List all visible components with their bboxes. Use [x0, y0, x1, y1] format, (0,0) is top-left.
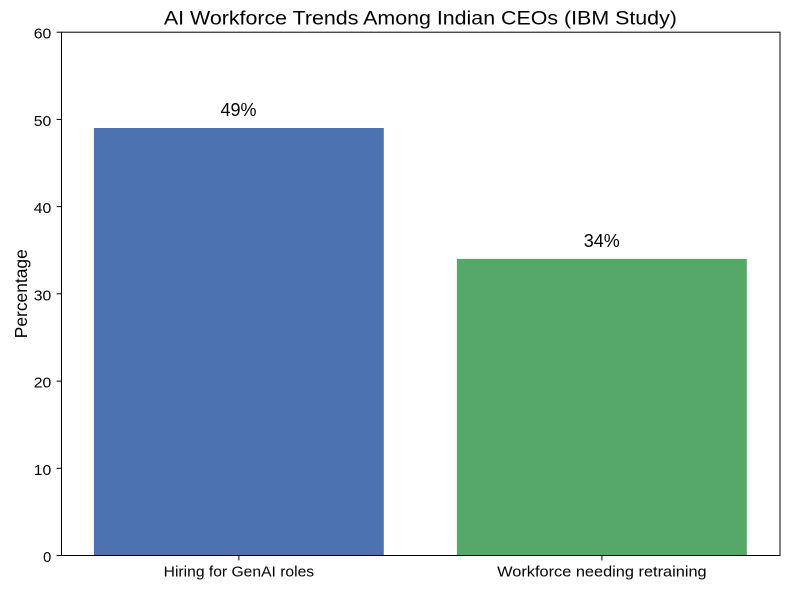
svg-text:30: 30	[34, 288, 52, 304]
svg-text:Workforce needing retraining: Workforce needing retraining	[497, 565, 707, 581]
svg-text:0: 0	[43, 550, 51, 566]
svg-text:AI Workforce Trends Among Indi: AI Workforce Trends Among Indian CEOs (I…	[164, 8, 677, 30]
svg-text:60: 60	[34, 27, 52, 43]
svg-text:49%: 49%	[221, 100, 257, 120]
svg-text:Hiring for GenAI roles: Hiring for GenAI roles	[164, 565, 315, 581]
svg-text:10: 10	[34, 463, 52, 479]
svg-text:34%: 34%	[584, 231, 620, 251]
svg-text:50: 50	[34, 114, 52, 130]
svg-text:40: 40	[34, 201, 52, 217]
svg-text:20: 20	[34, 376, 52, 392]
svg-text:Percentage: Percentage	[11, 249, 31, 338]
